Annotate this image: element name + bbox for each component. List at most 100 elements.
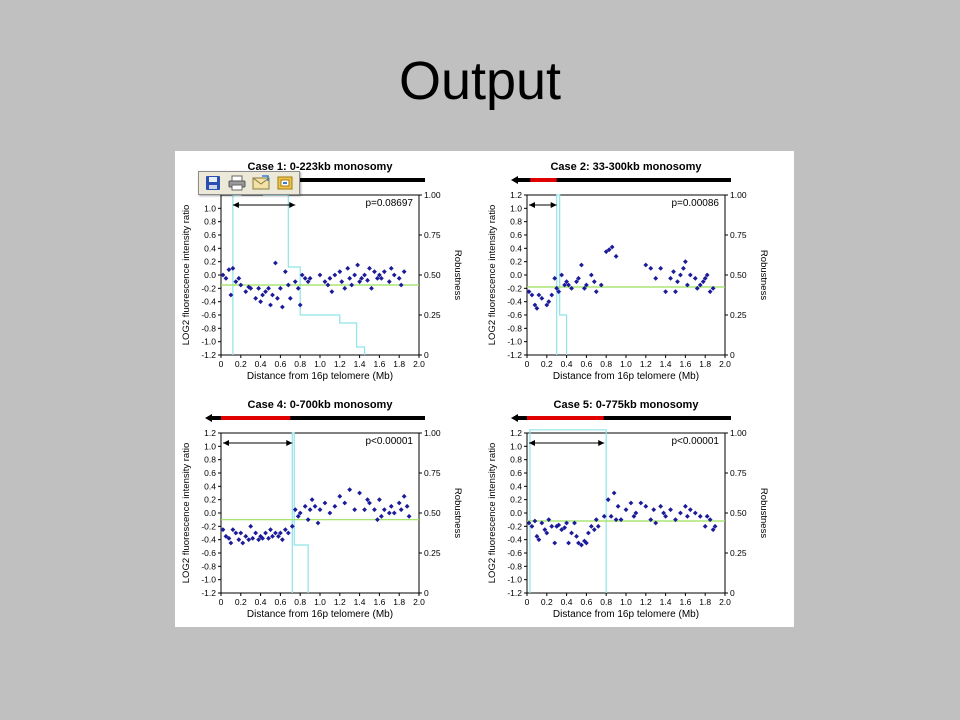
data-point bbox=[579, 542, 584, 548]
data-point bbox=[591, 527, 597, 533]
data-point bbox=[576, 275, 581, 281]
data-point bbox=[628, 500, 634, 506]
y-tick-label: 0.6 bbox=[204, 230, 216, 240]
y-tick-label: -0.8 bbox=[201, 323, 216, 333]
data-point bbox=[292, 279, 298, 285]
data-point bbox=[357, 279, 362, 285]
y-tick-label: -0.8 bbox=[507, 323, 522, 333]
data-point bbox=[678, 272, 683, 278]
data-point bbox=[396, 275, 402, 281]
data-point bbox=[322, 500, 328, 506]
data-point bbox=[556, 522, 562, 528]
data-point bbox=[536, 292, 542, 298]
data-point bbox=[605, 497, 611, 503]
save-button[interactable] bbox=[202, 173, 224, 193]
data-point bbox=[684, 513, 690, 519]
export-button[interactable] bbox=[274, 173, 296, 193]
data-point bbox=[266, 535, 271, 541]
data-point bbox=[329, 289, 335, 295]
y-tick-label: -1.2 bbox=[507, 350, 522, 360]
data-point bbox=[223, 275, 229, 281]
data-point bbox=[648, 517, 654, 523]
y-tick-label: -0.6 bbox=[201, 310, 216, 320]
y2-tick-label: 0.25 bbox=[730, 310, 747, 320]
y-tick-label: 0.2 bbox=[204, 257, 216, 267]
data-point bbox=[562, 525, 568, 531]
data-point bbox=[289, 523, 295, 529]
robustness-step-line bbox=[291, 432, 309, 593]
x-tick-label: 0 bbox=[219, 597, 224, 607]
data-point bbox=[258, 533, 263, 539]
data-point bbox=[398, 282, 404, 288]
data-point bbox=[270, 292, 275, 298]
x-tick-label: 0 bbox=[525, 597, 530, 607]
p-value-label: p=0.00086 bbox=[671, 198, 719, 209]
data-point bbox=[317, 507, 323, 513]
data-point bbox=[327, 510, 333, 516]
x-tick-label: 0.8 bbox=[600, 597, 612, 607]
data-point bbox=[704, 513, 710, 519]
data-point bbox=[588, 523, 594, 529]
x-tick-label: 1.2 bbox=[640, 359, 652, 369]
y2-axis-label: Robustness bbox=[452, 250, 463, 300]
data-point bbox=[381, 269, 387, 275]
data-point bbox=[273, 530, 278, 536]
data-point bbox=[668, 507, 673, 513]
robustness-step-line bbox=[529, 429, 607, 593]
x-tick-label: 1.8 bbox=[393, 597, 405, 607]
data-point bbox=[297, 510, 303, 516]
data-point bbox=[582, 538, 587, 544]
data-point bbox=[337, 269, 343, 275]
data-point bbox=[233, 279, 239, 285]
data-point bbox=[593, 289, 599, 295]
y-tick-label: 0.0 bbox=[510, 270, 522, 280]
data-point bbox=[347, 487, 353, 493]
y-tick-label: -0.6 bbox=[201, 548, 216, 558]
data-point bbox=[671, 269, 676, 275]
data-point bbox=[248, 285, 254, 291]
y2-tick-label: 0.75 bbox=[730, 230, 747, 240]
x-tick-label: 1.0 bbox=[620, 359, 632, 369]
x-tick-label: 1.6 bbox=[679, 359, 691, 369]
data-point bbox=[295, 513, 301, 519]
data-point bbox=[707, 517, 713, 523]
y-tick-label: -0.2 bbox=[507, 283, 522, 293]
data-point bbox=[401, 269, 407, 275]
x-axis-label: Distance from 16p telomere (Mb) bbox=[247, 609, 393, 620]
data-point bbox=[253, 530, 259, 536]
range-arrowhead-right bbox=[550, 202, 557, 208]
data-point bbox=[317, 272, 323, 278]
data-point bbox=[687, 272, 693, 278]
data-point bbox=[613, 517, 619, 523]
data-point bbox=[362, 272, 367, 278]
email-button[interactable] bbox=[250, 173, 272, 193]
data-point bbox=[258, 299, 263, 305]
x-tick-label: 0 bbox=[219, 359, 224, 369]
p-value-label: p<0.00001 bbox=[365, 436, 413, 447]
range-arrowhead-left bbox=[529, 440, 535, 446]
data-point bbox=[595, 523, 601, 529]
x-tick-label: 0 bbox=[525, 359, 530, 369]
data-point bbox=[260, 535, 265, 541]
data-point bbox=[683, 259, 688, 265]
telomere-arrowhead bbox=[511, 414, 518, 422]
email-icon bbox=[252, 175, 270, 190]
data-point bbox=[270, 533, 275, 539]
data-point bbox=[532, 518, 538, 524]
range-arrowhead-right bbox=[286, 440, 293, 446]
y2-tick-label: 0.25 bbox=[424, 548, 441, 558]
data-point bbox=[307, 275, 313, 281]
save-icon bbox=[206, 176, 220, 190]
y-tick-label: 1.0 bbox=[510, 203, 522, 213]
print-button[interactable] bbox=[226, 173, 248, 193]
x-tick-label: 0.4 bbox=[561, 597, 573, 607]
chart-title: Case 2: 33-300kb monosomy bbox=[550, 161, 702, 173]
y2-tick-label: 0.50 bbox=[424, 508, 441, 518]
data-point bbox=[704, 272, 710, 278]
y2-tick-label: 0.50 bbox=[730, 270, 747, 280]
data-point bbox=[692, 275, 698, 281]
data-point bbox=[702, 275, 708, 281]
data-point bbox=[678, 510, 683, 516]
x-tick-label: 0.4 bbox=[255, 597, 267, 607]
data-point bbox=[253, 295, 259, 301]
